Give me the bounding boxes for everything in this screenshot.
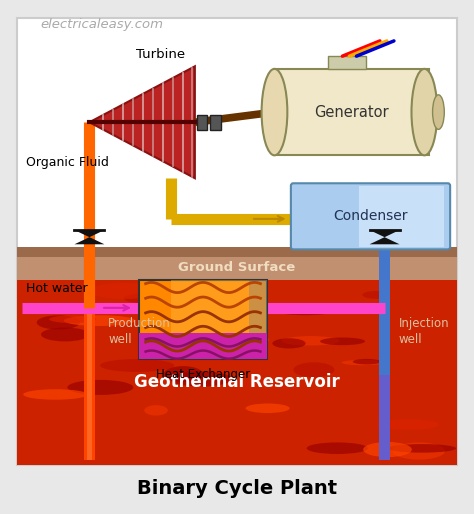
Ellipse shape: [124, 293, 167, 304]
Ellipse shape: [205, 335, 269, 344]
Ellipse shape: [433, 95, 444, 130]
Text: Geothermal Reservoir: Geothermal Reservoir: [134, 373, 340, 391]
Ellipse shape: [144, 405, 168, 415]
Bar: [87, 247, 91, 461]
Ellipse shape: [90, 283, 161, 299]
Text: Generator: Generator: [314, 104, 389, 120]
Bar: [359, 186, 444, 247]
Text: Binary Cycle Plant: Binary Cycle Plant: [137, 479, 337, 498]
Ellipse shape: [378, 419, 438, 430]
Ellipse shape: [164, 366, 203, 382]
Text: Condenser: Condenser: [333, 209, 408, 223]
Bar: [210, 115, 220, 130]
Ellipse shape: [36, 315, 80, 329]
Polygon shape: [90, 66, 195, 178]
Bar: [138, 280, 267, 359]
Bar: [379, 247, 390, 461]
FancyBboxPatch shape: [291, 183, 450, 249]
Ellipse shape: [246, 403, 290, 413]
Text: Injection
well: Injection well: [399, 317, 449, 346]
Polygon shape: [370, 237, 400, 244]
Bar: [17, 247, 457, 280]
Bar: [379, 375, 390, 461]
Ellipse shape: [219, 286, 246, 300]
Polygon shape: [370, 230, 400, 237]
Ellipse shape: [363, 442, 412, 457]
Ellipse shape: [64, 315, 135, 326]
Ellipse shape: [41, 327, 89, 341]
Polygon shape: [74, 237, 104, 244]
Ellipse shape: [262, 69, 287, 155]
Ellipse shape: [100, 359, 174, 372]
Text: Hot water: Hot water: [26, 282, 88, 295]
Bar: [328, 56, 366, 69]
Ellipse shape: [179, 329, 246, 336]
Ellipse shape: [49, 316, 96, 323]
Ellipse shape: [353, 359, 381, 364]
Bar: [197, 115, 208, 130]
Text: Organic Fluid: Organic Fluid: [26, 156, 109, 170]
Ellipse shape: [176, 287, 207, 303]
Ellipse shape: [388, 444, 456, 453]
Text: Heat Exchanger: Heat Exchanger: [156, 368, 250, 381]
Ellipse shape: [272, 338, 306, 348]
Ellipse shape: [67, 380, 133, 395]
Ellipse shape: [363, 291, 389, 299]
Ellipse shape: [307, 443, 368, 454]
FancyBboxPatch shape: [17, 18, 457, 466]
Bar: [17, 280, 457, 466]
Ellipse shape: [320, 338, 365, 345]
Ellipse shape: [282, 336, 339, 345]
Text: Ground Surface: Ground Surface: [178, 261, 296, 274]
Bar: [84, 247, 95, 461]
Bar: [172, 280, 249, 359]
Ellipse shape: [293, 362, 335, 377]
Ellipse shape: [281, 309, 329, 315]
Ellipse shape: [392, 443, 445, 460]
Ellipse shape: [170, 371, 232, 387]
Ellipse shape: [342, 360, 384, 365]
Bar: [17, 247, 457, 257]
Text: electricaleasy.com: electricaleasy.com: [40, 18, 163, 31]
Text: Production
well: Production well: [108, 317, 171, 346]
Bar: [249, 280, 267, 334]
Polygon shape: [74, 230, 104, 237]
Text: Turbine: Turbine: [137, 48, 185, 61]
Ellipse shape: [411, 69, 437, 155]
Bar: [138, 334, 267, 359]
Bar: [274, 69, 429, 155]
Ellipse shape: [23, 389, 88, 400]
